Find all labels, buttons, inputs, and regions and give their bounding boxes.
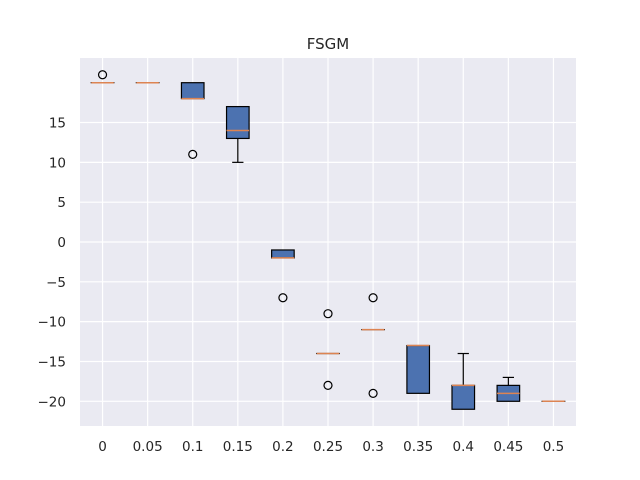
y-tick-labels: −20 −15 −10 −5 0 5 10 15 — [38, 116, 67, 411]
outlier-point — [368, 388, 378, 398]
outlier-point — [368, 293, 378, 303]
box-group — [271, 249, 295, 303]
box-group — [496, 376, 521, 402]
y-tick-label: −20 — [38, 394, 67, 410]
y-tick-label: 5 — [57, 195, 66, 211]
y-tick-label: −5 — [46, 275, 66, 291]
y-tick-label: −10 — [38, 315, 67, 331]
y-tick-label: 0 — [57, 235, 66, 251]
outlier-point — [323, 309, 333, 319]
box-group — [90, 70, 115, 84]
x-tick-label: 0.45 — [493, 439, 523, 455]
box — [406, 344, 431, 394]
box — [225, 105, 250, 140]
x-tick-label: 0.15 — [223, 439, 253, 455]
box-group — [361, 293, 385, 398]
box-marks — [90, 70, 566, 410]
y-tick-label: −15 — [38, 354, 67, 370]
x-tick-label: 0.35 — [403, 439, 433, 455]
box-group — [451, 352, 476, 410]
y-tick-label: 15 — [49, 116, 66, 132]
x-tick-label: 0.25 — [313, 439, 343, 455]
y-tick-label: 10 — [49, 155, 66, 171]
x-tick-label: 0.05 — [133, 439, 163, 455]
outlier-point — [97, 70, 108, 80]
x-tick-label: 0.3 — [362, 439, 383, 455]
box-group — [225, 105, 250, 163]
x-tick-label: 0 — [98, 439, 107, 455]
box-group — [180, 82, 205, 159]
box — [271, 249, 295, 259]
x-tick-label: 0.4 — [453, 439, 474, 455]
outlier-point — [188, 149, 198, 159]
outlier-point — [323, 380, 333, 390]
chart-title: FSGM — [307, 35, 349, 53]
x-tick-label: 0.5 — [543, 439, 564, 455]
outlier-point — [278, 293, 288, 303]
x-tick-label: 0.2 — [272, 439, 293, 455]
x-tick-labels: 0 0.05 0.1 0.15 0.2 0.25 0.3 0.35 0.4 0.45 0.5 — [98, 439, 564, 455]
x-tick-label: 0.1 — [182, 439, 203, 455]
box-group — [406, 344, 431, 394]
box — [180, 82, 205, 100]
box-group — [316, 309, 340, 390]
grid-lines — [80, 58, 576, 426]
box — [451, 384, 476, 410]
